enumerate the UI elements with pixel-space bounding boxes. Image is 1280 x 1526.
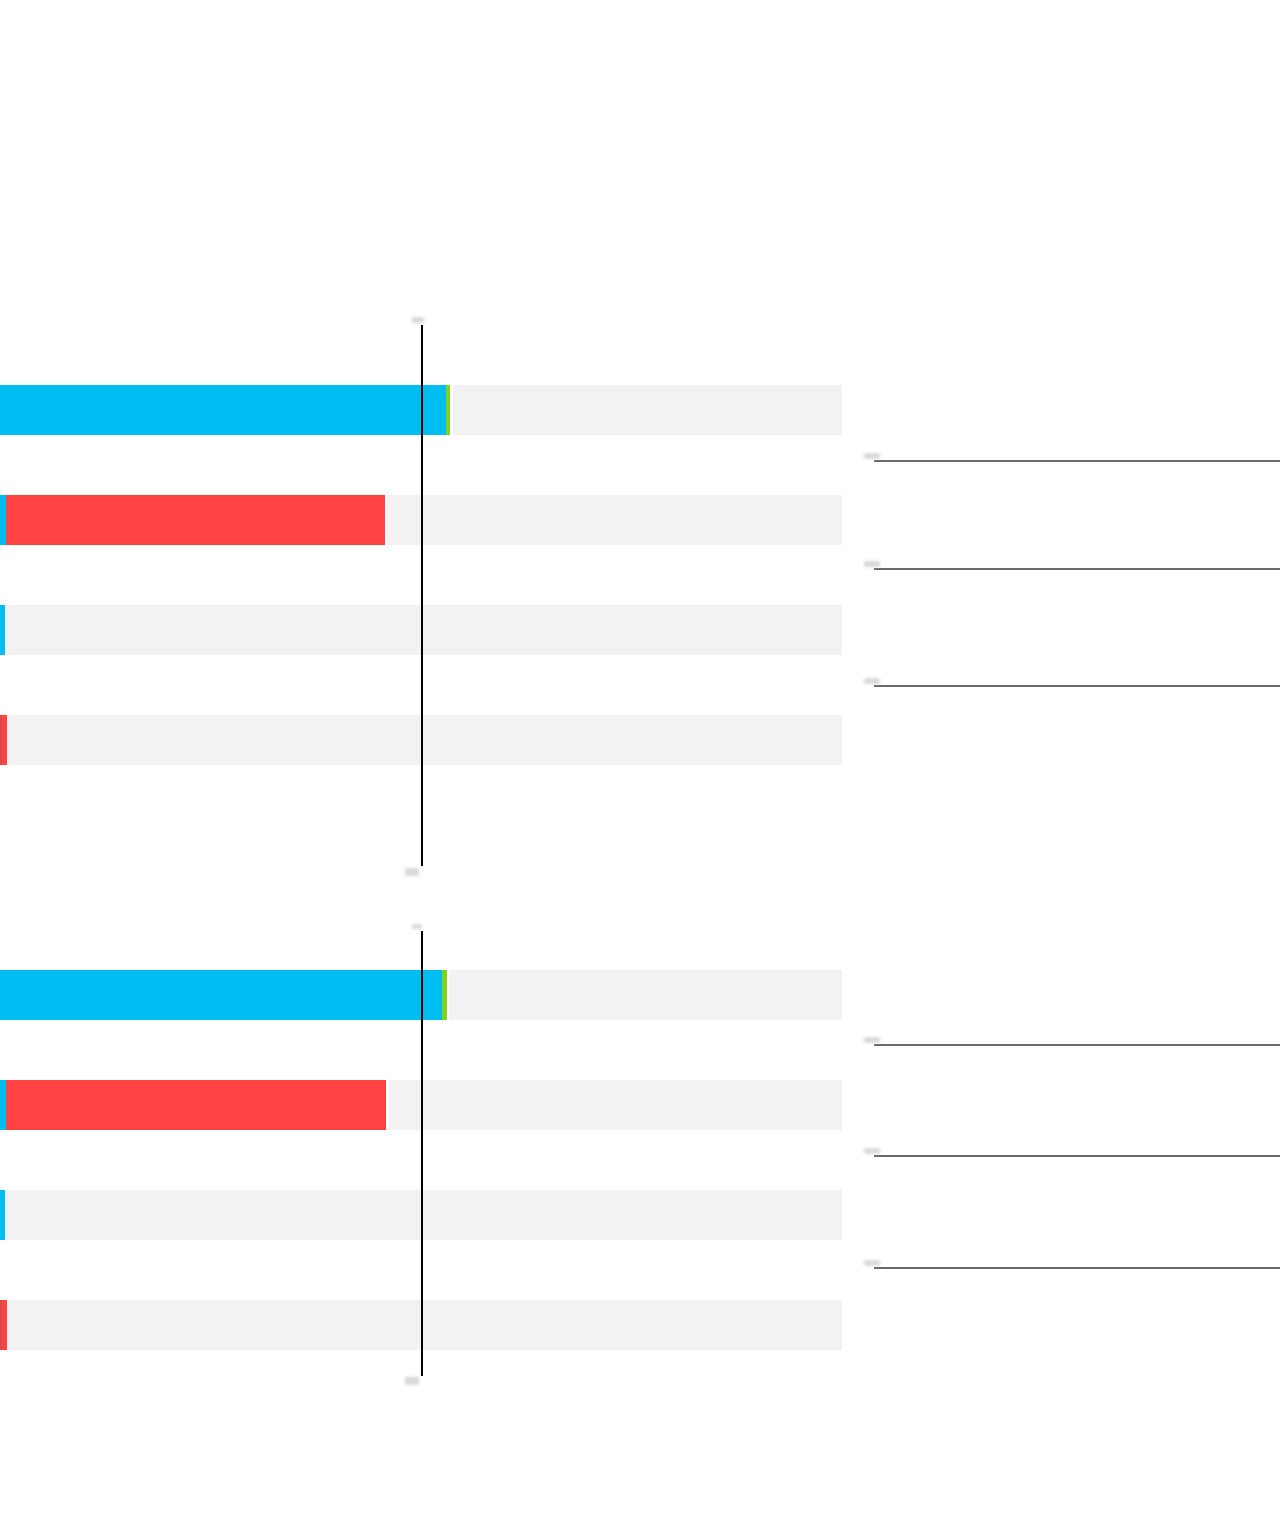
green-marker bbox=[446, 385, 450, 435]
illegible-microtext bbox=[864, 1037, 880, 1043]
list-divider bbox=[874, 1155, 1280, 1157]
red-sliver bbox=[2, 1300, 7, 1350]
bar-row bbox=[0, 385, 842, 435]
empty-track bbox=[387, 495, 842, 545]
blue-fill bbox=[0, 970, 442, 1020]
midpoint-axis-line bbox=[421, 931, 423, 1376]
blue-fill bbox=[0, 385, 446, 435]
red-edge bbox=[0, 1300, 2, 1350]
illegible-microtext bbox=[864, 1260, 880, 1266]
list-divider bbox=[874, 568, 1280, 570]
illegible-microtext bbox=[412, 924, 422, 929]
red-fill bbox=[6, 1080, 386, 1130]
empty-track bbox=[389, 1080, 842, 1130]
bar-row bbox=[0, 1080, 842, 1130]
blue-sliver bbox=[0, 1080, 6, 1130]
midpoint-axis-line bbox=[421, 325, 423, 866]
illegible-microtext bbox=[405, 868, 419, 876]
blue-sliver bbox=[0, 495, 6, 545]
empty-track bbox=[7, 715, 842, 765]
empty-track bbox=[5, 605, 842, 655]
bar-row bbox=[0, 605, 842, 655]
illegible-microtext bbox=[864, 453, 880, 459]
illegible-microtext bbox=[412, 317, 424, 323]
bar-row bbox=[0, 1190, 842, 1240]
empty-track bbox=[5, 1190, 842, 1240]
illegible-microtext bbox=[864, 678, 880, 684]
empty-track bbox=[7, 1300, 842, 1350]
list-divider bbox=[874, 1044, 1280, 1046]
illegible-microtext bbox=[405, 1377, 419, 1385]
empty-track bbox=[449, 970, 842, 1020]
list-divider bbox=[874, 685, 1280, 687]
illegible-microtext bbox=[864, 1148, 880, 1154]
blue-sliver bbox=[0, 605, 5, 655]
red-fill bbox=[6, 495, 385, 545]
bar-row bbox=[0, 970, 842, 1020]
list-divider bbox=[874, 1267, 1280, 1269]
bar-row bbox=[0, 1300, 842, 1350]
bar-row bbox=[0, 495, 842, 545]
red-edge bbox=[0, 715, 2, 765]
green-marker bbox=[442, 970, 447, 1020]
empty-track bbox=[453, 385, 842, 435]
blue-sliver bbox=[0, 1190, 5, 1240]
red-sliver bbox=[2, 715, 7, 765]
bar-row bbox=[0, 715, 842, 765]
illegible-microtext bbox=[864, 561, 880, 567]
list-divider bbox=[874, 460, 1280, 462]
